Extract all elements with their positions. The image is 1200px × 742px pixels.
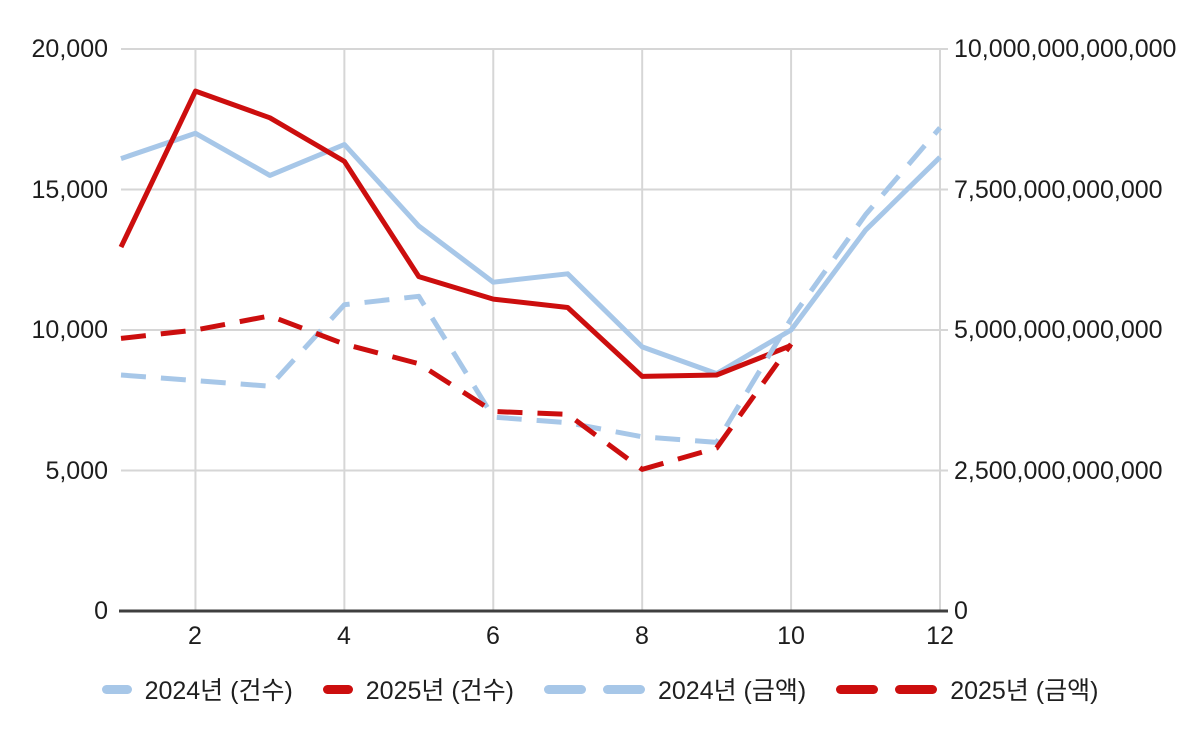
x-axis-tick-label: 2 (188, 622, 202, 650)
right-axis-tick-label: 5,000,000,000,000 (954, 316, 1163, 344)
left-axis-tick-label: 0 (94, 597, 108, 625)
x-axis-tick-label: 8 (635, 622, 649, 650)
solid-line-swatch-icon (322, 684, 353, 694)
left-axis-tick-label: 10,000 (31, 316, 108, 344)
series-lines (118, 88, 942, 472)
series-line-1[interactable] (118, 88, 793, 379)
left-axis-tick-label: 20,000 (31, 35, 108, 63)
right-axis-tick-label: 7,500,000,000,000 (954, 176, 1163, 204)
solid-line-swatch-icon (101, 684, 132, 694)
right-axis-tick-label: 10,000,000,000,000 (954, 35, 1177, 63)
x-axis-tick-label: 4 (337, 622, 351, 650)
legend-item-3[interactable]: 2025년 (금액) (836, 671, 1098, 707)
series-line-2[interactable] (120, 126, 942, 445)
swatch-bar (836, 684, 879, 694)
legend-label: 2024년 (금액) (658, 677, 807, 705)
legend-item-0[interactable]: 2024년 (건수) (101, 671, 293, 707)
legend-label: 2025년 (금액) (950, 677, 1099, 705)
legend: 2024년 (건수) 2025년 (건수) 2024년 (금액) 2025년 (금액) (0, 667, 1200, 711)
right-axis-tick-label: 2,500,000,000,000 (954, 457, 1163, 485)
dashed-line-swatch-icon (544, 684, 645, 694)
series-line-3[interactable] (120, 313, 794, 472)
dashed-line-swatch-icon (836, 684, 938, 694)
legend-label: 2025년 (건수) (365, 677, 514, 705)
swatch-bar (322, 684, 353, 694)
swatch-bar (544, 684, 586, 694)
swatch-bar (603, 684, 645, 694)
right-axis-tick-label: 0 (954, 597, 968, 625)
x-axis-tick-label: 6 (486, 622, 500, 650)
swatch-bar (895, 684, 938, 694)
series-line-0[interactable] (120, 130, 942, 377)
swatch-bar (101, 684, 132, 694)
left-axis-tick-label: 15,000 (31, 176, 108, 204)
x-axis-tick-label: 12 (926, 622, 954, 650)
x-axis-tick-label: 10 (777, 622, 805, 650)
left-axis-tick-label: 5,000 (45, 457, 108, 485)
legend-item-2[interactable]: 2024년 (금액) (544, 671, 806, 707)
legend-item-1[interactable]: 2025년 (건수) (322, 671, 514, 707)
plot-grid (121, 48, 948, 611)
legend-label: 2024년 (건수) (144, 677, 293, 705)
